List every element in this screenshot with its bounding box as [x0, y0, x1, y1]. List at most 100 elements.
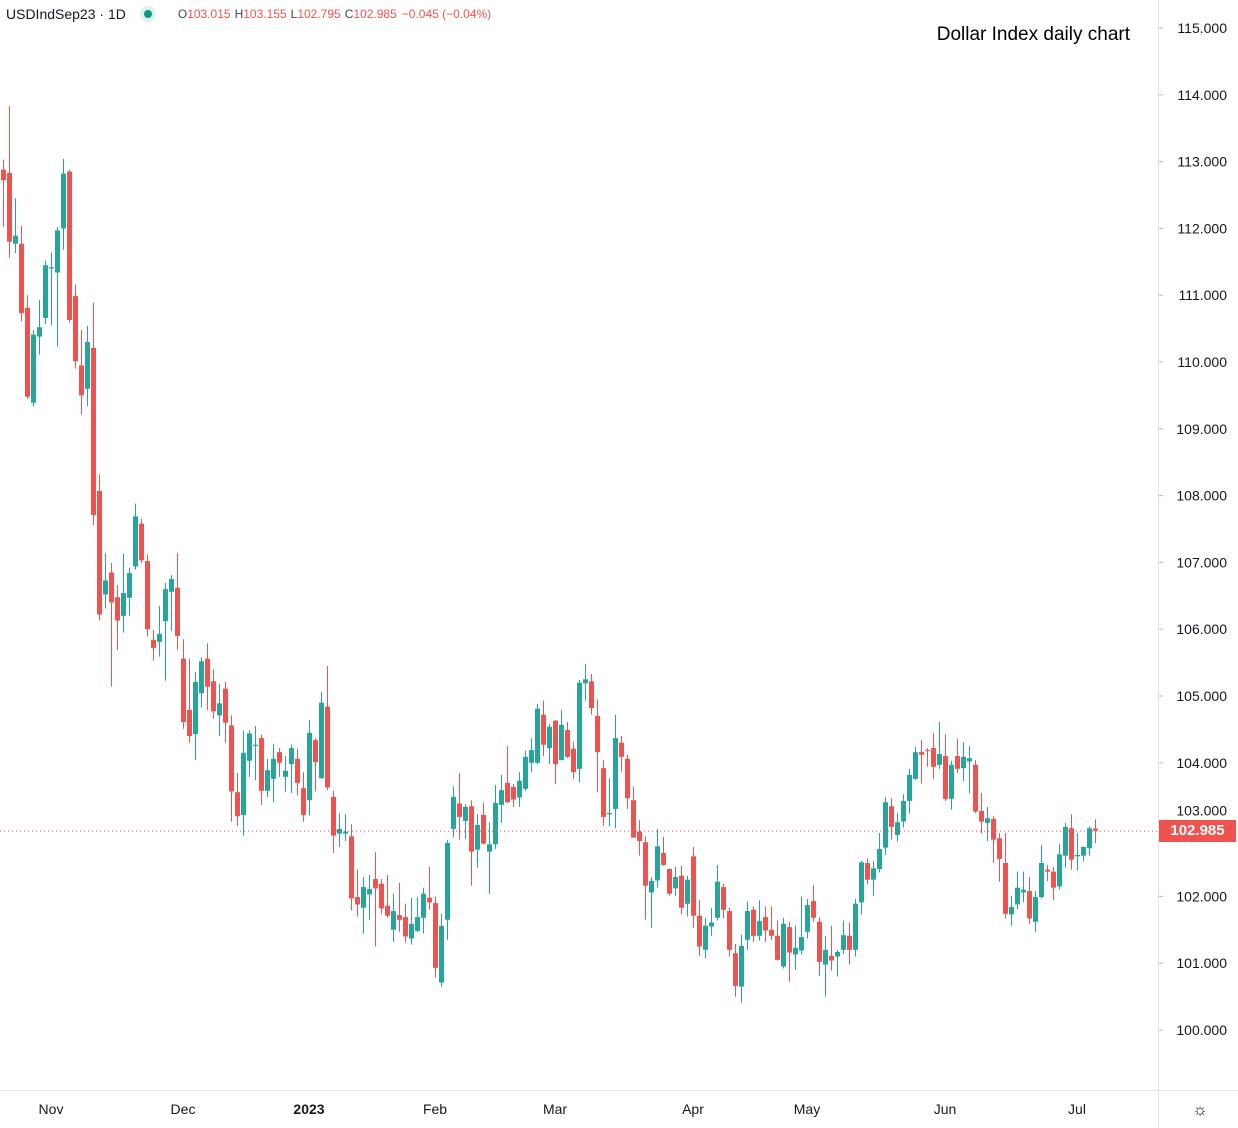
candle-body	[325, 706, 330, 788]
candle	[343, 814, 348, 841]
candle	[751, 906, 756, 942]
candle-body	[523, 756, 528, 789]
candles-layer	[1, 106, 1098, 1003]
candle	[1, 159, 6, 228]
candle-body	[733, 953, 738, 986]
market-status-icon	[139, 6, 156, 22]
candle	[913, 746, 918, 781]
candle-body	[301, 788, 306, 815]
candle-body	[421, 893, 426, 918]
candle-body	[295, 758, 300, 783]
candle	[847, 922, 852, 965]
candle-body	[763, 917, 768, 931]
candle-body	[1075, 854, 1080, 857]
high-label: H	[234, 7, 244, 21]
candle-body	[487, 844, 492, 852]
candle-body	[1063, 826, 1068, 856]
time-tick-label: Jul	[1068, 1101, 1086, 1117]
gear-icon[interactable]: ☼	[1192, 1100, 1208, 1119]
price-axis[interactable]: 100.000 101.000 102.000 103.000 104.000 105.0…	[1159, 20, 1227, 1038]
low-value: 102.795	[297, 7, 341, 21]
candle-body	[79, 365, 84, 396]
candle-body	[355, 897, 360, 905]
candle	[391, 893, 396, 942]
candle	[337, 812, 342, 847]
candle	[553, 720, 558, 785]
candle-body	[343, 831, 348, 834]
candle-body	[427, 897, 432, 903]
candle-body	[895, 822, 900, 835]
candle-body	[271, 758, 276, 779]
candle	[253, 726, 258, 781]
candle-body	[805, 905, 810, 932]
candle	[643, 836, 648, 920]
candle	[733, 943, 738, 997]
candle	[373, 852, 378, 947]
candle-body	[397, 915, 402, 920]
candle	[967, 746, 972, 794]
candle-body	[385, 905, 390, 916]
candle	[607, 778, 612, 827]
candle	[1003, 832, 1008, 919]
candle	[853, 899, 858, 957]
candle-body	[85, 341, 90, 389]
candle	[385, 875, 390, 918]
time-axis[interactable]: Nov Dec 2023 Feb Mar Apr May Jun Jul	[39, 1101, 1086, 1117]
candle	[43, 260, 48, 324]
candle-body	[55, 230, 60, 273]
candle	[427, 867, 432, 910]
candle-body	[811, 901, 816, 918]
candle	[97, 474, 102, 621]
candle	[127, 567, 132, 616]
candle	[1093, 819, 1098, 844]
candle	[379, 879, 384, 914]
candle-body	[259, 738, 264, 791]
candle-body	[997, 838, 1002, 859]
candle-body	[1021, 889, 1026, 893]
close-label: C	[344, 7, 354, 21]
candle	[469, 800, 474, 886]
candle	[535, 704, 540, 765]
candle	[19, 225, 24, 322]
candle-body	[757, 921, 762, 936]
symbol-name[interactable]: USDIndSep23 · 1D	[6, 6, 126, 22]
candle	[667, 868, 672, 896]
candle	[613, 714, 618, 829]
candle-body	[157, 633, 162, 642]
candle-body	[439, 925, 444, 983]
candle-body	[313, 740, 318, 763]
candle	[793, 925, 798, 970]
candle	[907, 768, 912, 814]
candle-body	[511, 786, 516, 800]
candle	[241, 730, 246, 836]
candle	[823, 935, 828, 997]
candle	[715, 865, 720, 921]
candle-body	[535, 708, 540, 763]
change-value: −0.045 (−0.04%)	[401, 7, 492, 21]
candle-body	[709, 922, 714, 927]
candle-body	[229, 725, 234, 792]
candle-body	[1093, 828, 1098, 831]
candle-body	[739, 945, 744, 987]
candle-body	[745, 911, 750, 940]
candle	[595, 699, 600, 793]
candle	[925, 748, 930, 767]
price-tick-label: 105.000	[1176, 688, 1227, 704]
candle-body	[37, 327, 42, 337]
price-tick-label: 114.000	[1177, 87, 1227, 103]
candle	[1057, 844, 1062, 890]
candle	[835, 949, 840, 977]
candle	[619, 736, 624, 772]
candle	[1039, 844, 1044, 899]
candle	[145, 554, 150, 637]
candle	[37, 299, 42, 355]
candle	[745, 901, 750, 950]
candle-body	[601, 768, 606, 817]
candle	[487, 822, 492, 894]
candle-body	[583, 679, 588, 684]
candle	[547, 724, 552, 765]
symbol-legend: USDIndSep23 · 1D O 103.015 H 103.155 L 102.…	[6, 6, 491, 22]
candle-body	[703, 925, 708, 950]
candle-body	[469, 806, 474, 852]
